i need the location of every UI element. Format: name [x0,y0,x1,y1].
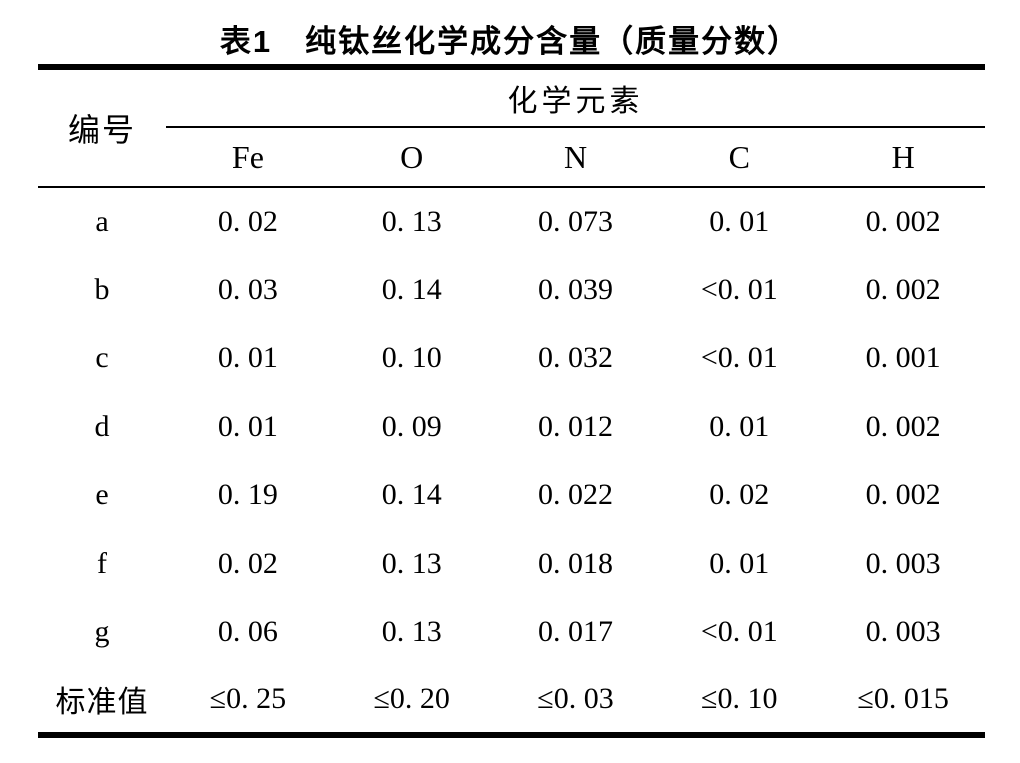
header-element-fe: Fe [166,127,330,188]
value-cell: 0. 003 [865,615,941,649]
value-cell: 0. 19 [217,478,278,512]
value-cell: 0. 018 [537,546,613,580]
value-cell: 0. 13 [381,204,442,238]
table-row: f 0. 02 0. 13 0. 018 0. 01 0. 003 [38,530,985,599]
row-label: f [97,546,107,580]
composition-table: 编号 化学元素 Fe O N C H a 0. 02 0. 13 0. 073 … [38,64,986,738]
row-label: d [94,409,110,443]
table-row: c 0. 01 0. 10 0. 032 <0. 01 0. 001 [38,324,985,393]
value-cell: 0. 022 [537,478,613,512]
table-row: d 0. 01 0. 09 0. 012 0. 01 0. 002 [38,393,985,462]
table-row-standard-value: 标准值 ≤0. 25 ≤0. 20 ≤0. 03 ≤0. 10 ≤0. 015 [38,667,985,736]
value-cell: 0. 02 [709,478,770,512]
value-cell: 0. 01 [709,409,770,443]
header-element-c: C [657,127,822,188]
value-cell: <0. 01 [700,272,778,306]
value-cell: <0. 01 [700,341,778,375]
value-cell: 0. 10 [381,341,442,375]
row-label: g [94,615,110,649]
value-cell: 0. 14 [381,272,442,306]
value-cell: 0. 012 [537,409,613,443]
value-cell: ≤0. 015 [857,682,949,716]
value-cell: ≤0. 03 [537,682,614,716]
value-cell: ≤0. 10 [701,682,778,716]
value-cell: ≤0. 20 [373,682,450,716]
value-cell: 0. 14 [381,478,442,512]
page-title: 表1 纯钛丝化学成分含量（质量分数） [219,24,801,59]
header-element-h: H [821,127,986,188]
header-element-n: N [493,127,658,188]
row-label: e [95,478,109,512]
row-label: a [95,204,109,238]
header-row-group: 编号 化学元素 [38,67,986,188]
value-cell: 0. 002 [865,272,941,306]
value-cell: 0. 01 [709,204,770,238]
value-cell: 0. 002 [865,204,941,238]
row-label: c [95,341,109,375]
value-cell: 0. 01 [217,341,278,375]
value-cell: 0. 03 [217,272,278,306]
table-row: b 0. 03 0. 14 0. 039 <0. 01 0. 002 [38,256,985,325]
row-label: b [94,272,110,306]
value-cell: 0. 13 [381,615,442,649]
value-cell: 0. 017 [537,615,613,649]
value-cell: 0. 003 [865,546,941,580]
header-element-o: O [329,127,494,188]
value-cell: 0. 032 [537,341,613,375]
header-row-elements: Fe O N C H [38,127,986,188]
value-cell: 0. 02 [217,546,278,580]
table-row: g 0. 06 0. 13 0. 017 <0. 01 0. 003 [38,598,985,667]
value-cell: 0. 06 [217,615,278,649]
value-cell: 0. 02 [217,204,278,238]
header-element-group: 化学元素 [166,67,986,128]
value-cell: 0. 01 [709,546,770,580]
value-cell: ≤0. 25 [209,682,287,716]
value-cell: 0. 002 [865,409,941,443]
row-label: 标准值 [55,686,149,720]
value-cell: 0. 09 [381,409,442,443]
value-cell: 0. 01 [217,409,278,443]
value-cell: 0. 073 [537,204,613,238]
value-cell: 0. 13 [381,546,442,580]
value-cell: 0. 039 [537,272,613,306]
value-cell: 0. 001 [865,341,941,375]
table-row: e 0. 19 0. 14 0. 022 0. 02 0. 002 [38,461,985,530]
value-cell: 0. 002 [865,478,941,512]
header-id-column: 编号 [38,67,166,188]
table-row: a 0. 02 0. 13 0. 073 0. 01 0. 002 [38,187,985,256]
value-cell: <0. 01 [700,615,778,649]
